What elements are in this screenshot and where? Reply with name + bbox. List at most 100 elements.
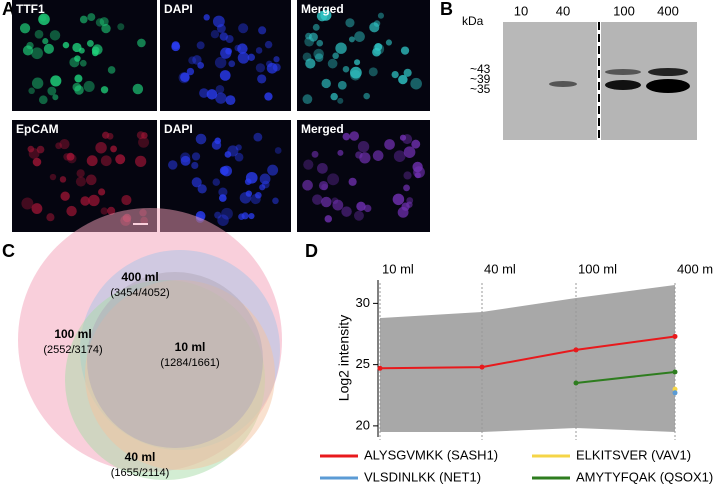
cell (414, 172, 421, 179)
series-line (575, 370, 676, 384)
cell (79, 59, 87, 67)
panel-letter: D (305, 241, 318, 261)
cell (403, 171, 412, 180)
cell (337, 97, 344, 104)
cell (95, 18, 105, 27)
cell (215, 84, 225, 94)
cell (43, 43, 54, 54)
cell (180, 152, 191, 163)
x-category-label: 100 ml (578, 261, 617, 276)
cell (312, 23, 320, 31)
cell (377, 12, 385, 19)
cell (316, 39, 324, 47)
cell (348, 36, 355, 43)
cell (86, 39, 94, 47)
set-name: 100 ml (54, 327, 91, 341)
cell (363, 204, 372, 213)
lane-label: 400 (657, 3, 679, 18)
cell (311, 150, 319, 158)
cell (132, 83, 144, 95)
legend-label: AMYTYFQAK (QSOX1) (576, 469, 713, 484)
cell (69, 57, 80, 68)
cell (100, 86, 109, 94)
cell (248, 212, 255, 220)
cell (253, 132, 263, 142)
cell (324, 215, 332, 223)
cell (354, 31, 365, 42)
cell (137, 38, 146, 48)
point (672, 386, 678, 392)
y-tick-label: 25 (356, 356, 370, 371)
cell (303, 159, 314, 170)
cell (255, 47, 263, 54)
cell (305, 58, 316, 69)
cell (372, 150, 384, 161)
cell (245, 171, 258, 184)
cell (337, 149, 344, 156)
cell (75, 176, 86, 187)
cell (19, 23, 31, 34)
cell (115, 154, 126, 165)
cell (26, 41, 34, 50)
cell (234, 152, 244, 162)
cell (27, 145, 35, 153)
cell (218, 194, 227, 202)
cell (100, 155, 112, 167)
set-name: 40 ml (125, 450, 156, 464)
cell (168, 160, 178, 170)
point (479, 364, 485, 370)
cell (234, 44, 241, 52)
y-tick-label: 30 (356, 295, 370, 310)
cell (321, 183, 328, 191)
point (573, 347, 579, 353)
cell (79, 15, 88, 24)
cell (91, 49, 99, 57)
image-label: DAPI (164, 122, 193, 136)
cell (313, 48, 324, 60)
point (377, 365, 383, 371)
series-line (379, 335, 676, 370)
cell (403, 68, 412, 77)
cell (264, 40, 273, 49)
cell (74, 55, 81, 62)
cell (373, 43, 385, 55)
cell (353, 210, 364, 221)
marker-label: ~39 (470, 72, 491, 86)
cell (31, 77, 44, 89)
cell (217, 214, 229, 226)
cell (49, 30, 61, 41)
cell (273, 56, 280, 63)
cell (225, 34, 234, 44)
cell (66, 153, 77, 164)
cell (141, 132, 148, 139)
cell (38, 95, 48, 105)
cell (39, 14, 47, 22)
cell (316, 162, 328, 174)
cell (368, 67, 378, 77)
cell (191, 152, 201, 161)
set-name: 10 ml (175, 340, 206, 354)
cell (62, 41, 70, 49)
cell (321, 78, 331, 89)
legend-label: ALYSGVMKK (SASH1) (364, 447, 498, 462)
cell (342, 65, 350, 73)
cell (321, 196, 332, 208)
cell (34, 29, 44, 39)
cell (403, 146, 416, 158)
cell (397, 206, 409, 218)
cell (38, 13, 50, 26)
cell (72, 42, 82, 53)
cell (318, 180, 329, 191)
cell (86, 155, 98, 167)
cell (219, 70, 231, 81)
cell (312, 194, 323, 205)
cell (359, 152, 371, 164)
cell (83, 80, 95, 92)
image-label: EpCAM (16, 122, 59, 136)
band (605, 69, 641, 75)
panel-letter: B (440, 0, 453, 19)
cell (21, 197, 34, 210)
cell (180, 72, 190, 83)
cell (36, 145, 45, 154)
panel-letter: C (2, 241, 15, 261)
